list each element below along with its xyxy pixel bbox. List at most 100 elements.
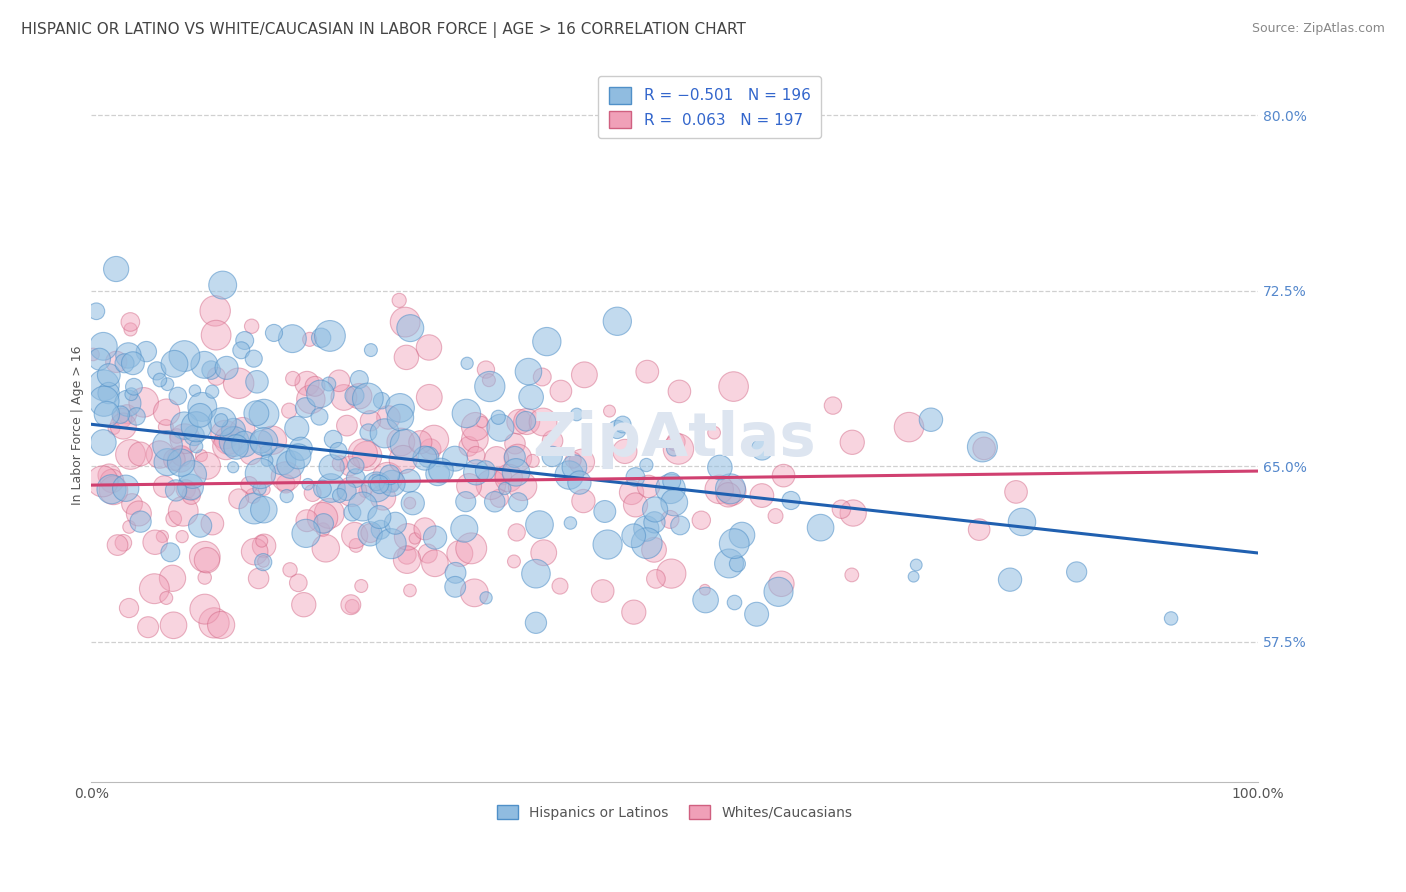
Point [218, 434, 240, 448]
Point [454, 494, 477, 508]
Point [444, 451, 467, 466]
Point [599, 404, 621, 418]
Point [136, 620, 159, 634]
Point [271, 454, 294, 468]
Point [841, 435, 863, 450]
Point [444, 566, 467, 580]
Point [96, 407, 118, 421]
Point [246, 375, 269, 389]
Point [209, 618, 232, 632]
Point [478, 373, 501, 387]
Point [541, 450, 564, 464]
Point [120, 315, 142, 329]
Point [294, 401, 316, 415]
Point [173, 432, 195, 446]
Point [344, 458, 367, 473]
Point [118, 520, 141, 534]
Point [661, 475, 683, 489]
Point [998, 573, 1021, 587]
Point [613, 444, 636, 458]
Point [315, 541, 337, 556]
Point [572, 494, 595, 508]
Point [709, 460, 731, 475]
Point [242, 351, 264, 366]
Point [149, 448, 172, 462]
Point [388, 293, 411, 308]
Point [419, 442, 441, 457]
Point [100, 482, 122, 496]
Point [111, 411, 134, 425]
Point [343, 528, 366, 542]
Point [101, 474, 124, 488]
Point [311, 510, 333, 524]
Point [166, 429, 188, 443]
Point [529, 517, 551, 532]
Point [374, 426, 396, 441]
Point [662, 442, 685, 456]
Point [471, 415, 494, 429]
Point [344, 471, 367, 485]
Point [558, 468, 581, 483]
Point [319, 481, 342, 495]
Point [91, 339, 114, 353]
Point [458, 479, 481, 493]
Point [340, 484, 363, 499]
Point [245, 406, 267, 420]
Point [165, 483, 187, 498]
Point [200, 363, 222, 377]
Point [475, 591, 498, 605]
Point [228, 376, 250, 391]
Point [426, 467, 449, 481]
Point [205, 369, 228, 384]
Point [329, 456, 352, 470]
Point [299, 392, 322, 407]
Point [484, 495, 506, 509]
Point [637, 479, 659, 493]
Y-axis label: In Labor Force | Age > 16: In Labor Force | Age > 16 [72, 346, 84, 505]
Point [550, 384, 572, 398]
Point [186, 439, 208, 453]
Point [328, 444, 350, 458]
Point [690, 513, 713, 527]
Point [336, 418, 359, 433]
Point [644, 502, 666, 516]
Point [830, 502, 852, 516]
Point [166, 389, 188, 403]
Point [312, 523, 335, 537]
Point [280, 458, 302, 472]
Point [478, 379, 501, 393]
Point [183, 428, 205, 442]
Point [842, 506, 865, 520]
Point [228, 491, 250, 506]
Point [366, 480, 388, 494]
Point [172, 530, 194, 544]
Point [179, 480, 201, 494]
Point [531, 415, 554, 429]
Point [357, 425, 380, 440]
Point [194, 549, 217, 564]
Point [249, 482, 271, 496]
Point [205, 328, 228, 343]
Text: HISPANIC OR LATINO VS WHITE/CAUCASIAN IN LABOR FORCE | AGE > 16 CORRELATION CHAR: HISPANIC OR LATINO VS WHITE/CAUCASIAN IN… [21, 22, 747, 38]
Point [389, 435, 412, 450]
Point [174, 483, 197, 497]
Point [162, 571, 184, 585]
Text: Source: ZipAtlas.com: Source: ZipAtlas.com [1251, 22, 1385, 36]
Point [281, 371, 304, 385]
Point [780, 493, 803, 508]
Point [232, 423, 254, 437]
Point [103, 483, 125, 498]
Point [211, 278, 233, 293]
Point [492, 469, 515, 483]
Point [612, 417, 634, 432]
Point [516, 415, 538, 429]
Point [389, 401, 412, 415]
Point [503, 436, 526, 450]
Point [173, 418, 195, 433]
Point [240, 319, 263, 334]
Point [93, 394, 115, 409]
Point [444, 580, 467, 594]
Point [413, 451, 436, 466]
Point [623, 605, 645, 619]
Point [311, 482, 333, 496]
